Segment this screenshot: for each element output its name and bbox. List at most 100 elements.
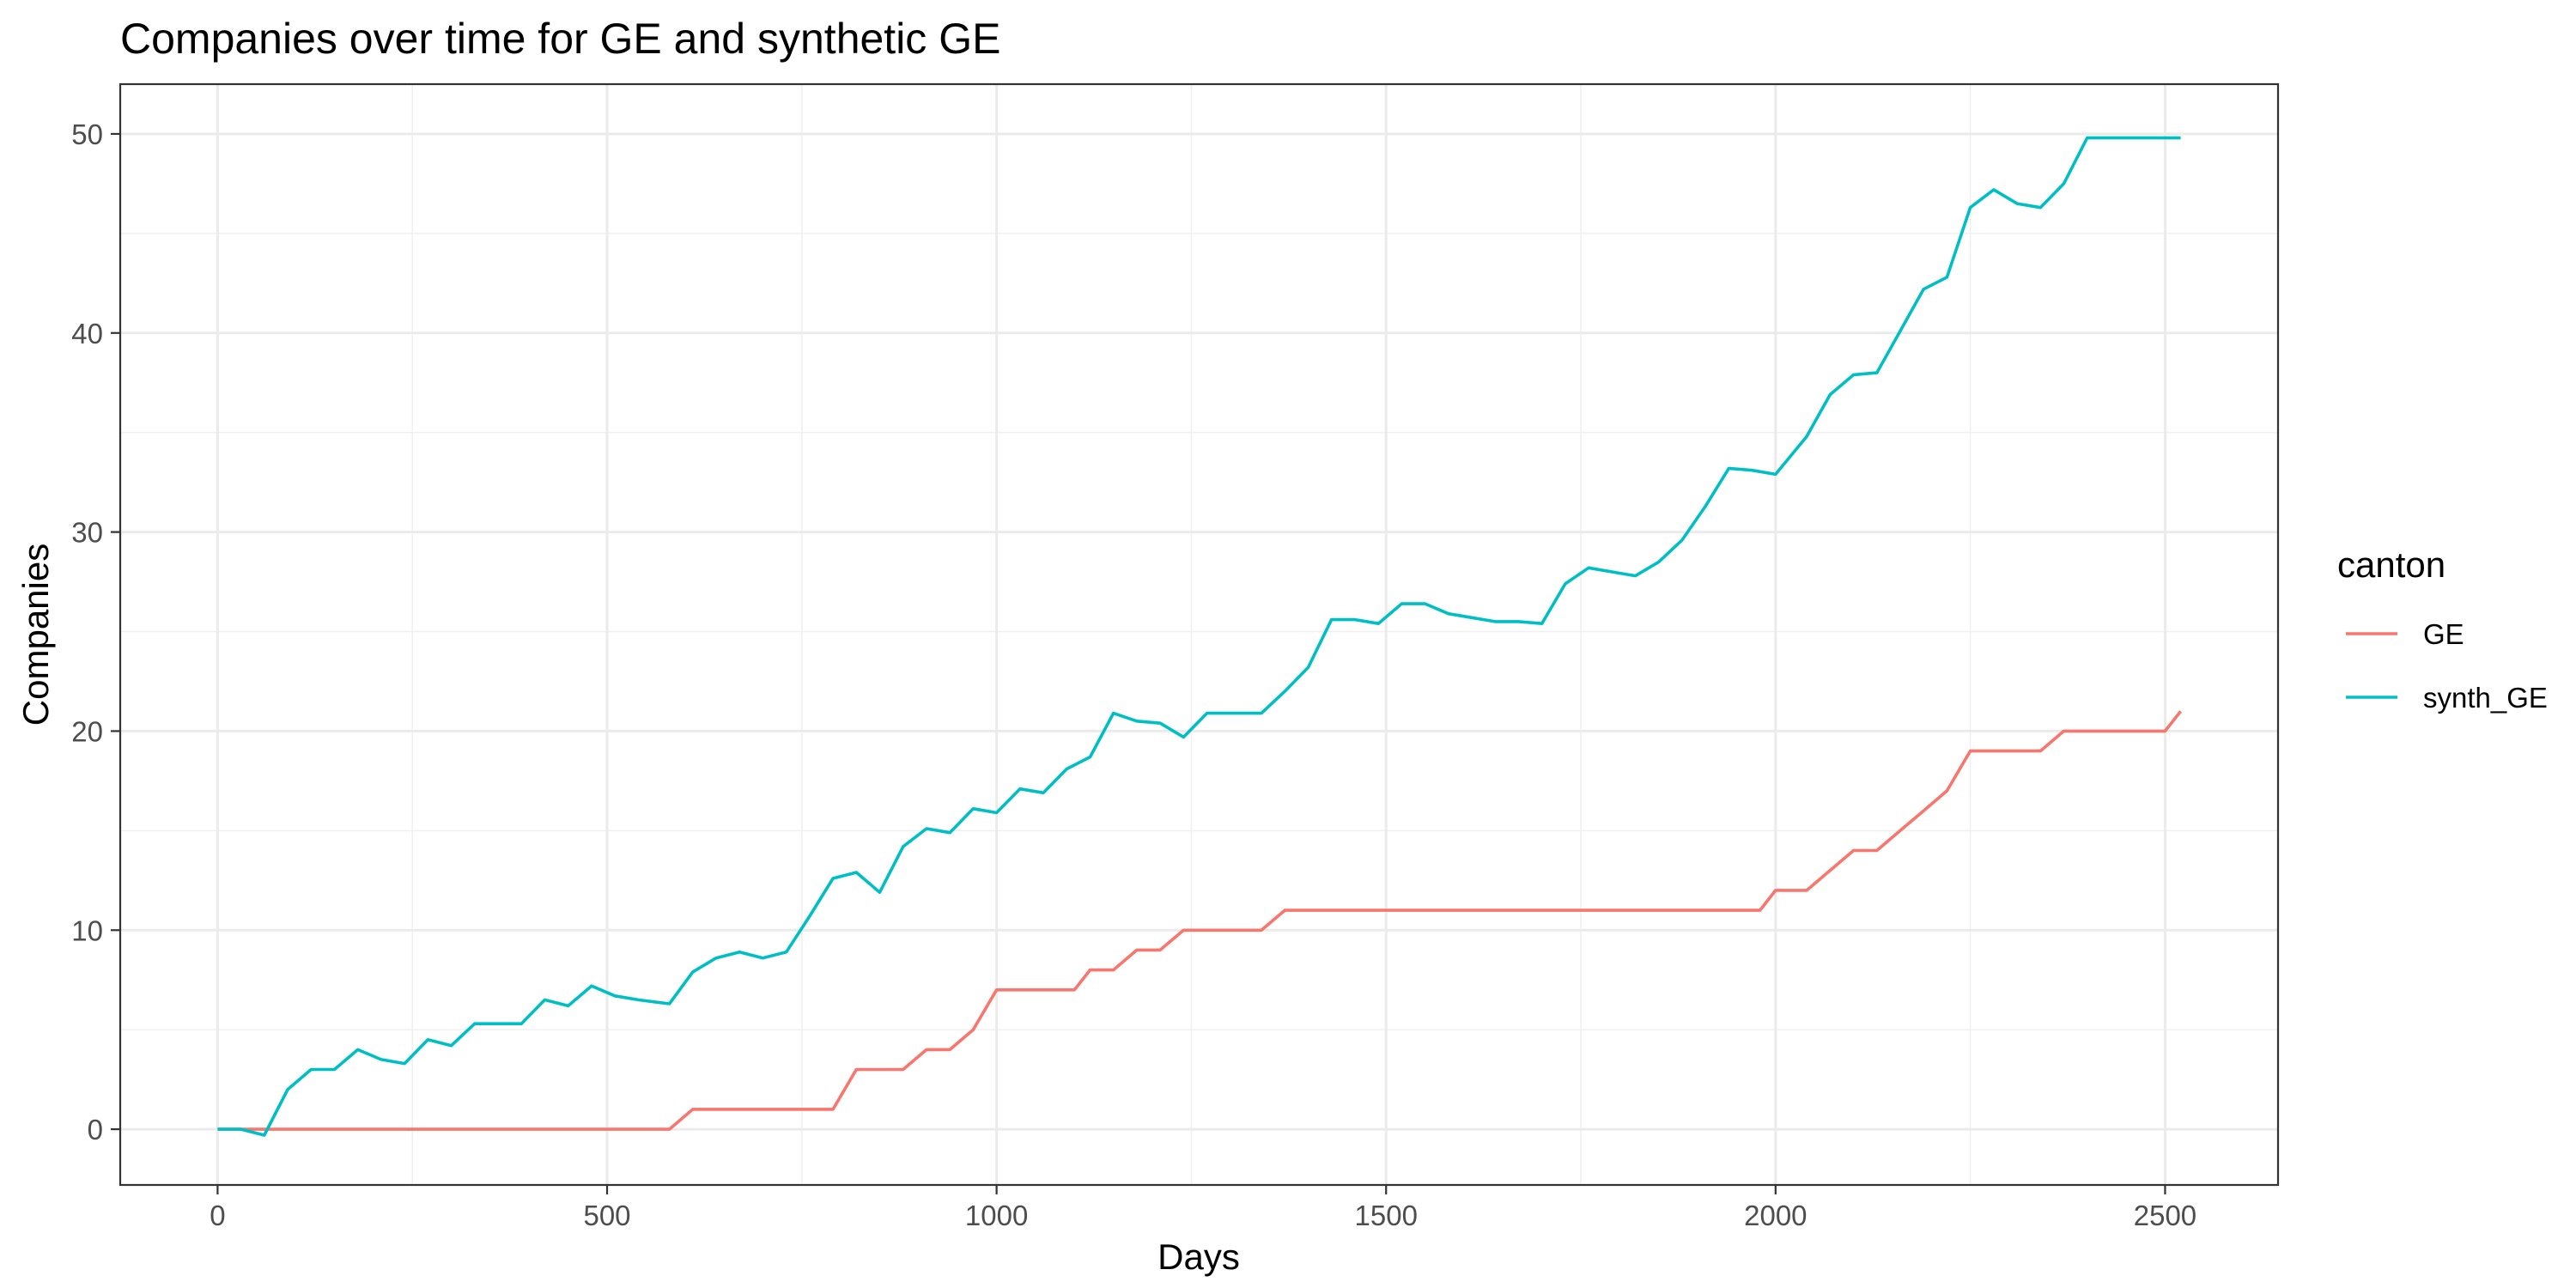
data-point-ge [1852, 849, 1855, 852]
data-point-ge [1946, 789, 1948, 792]
data-point-synth-ge [380, 1058, 382, 1060]
data-point-synth-ge [1611, 570, 1613, 573]
data-point-ge [691, 1108, 694, 1110]
data-point-ge [1923, 810, 1925, 812]
data-point-synth-ge [1751, 469, 1753, 471]
data-point-ge [1774, 889, 1777, 891]
data-point-synth-ge [1135, 720, 1138, 722]
legend-item: GE [2346, 618, 2464, 650]
data-point-synth-ge [2109, 137, 2111, 139]
x-tick-label: 2500 [2134, 1200, 2196, 1231]
data-point-ge [637, 1128, 640, 1131]
data-point-synth-ge [427, 1038, 429, 1041]
data-point-ge [1992, 750, 1995, 752]
minor-gridlines [120, 84, 2278, 1185]
data-point-ge [762, 1108, 764, 1110]
plot-panel [118, 82, 2280, 1187]
data-point-synth-ge [1728, 467, 1730, 470]
data-point-synth-ge [2164, 137, 2166, 139]
x-tick-label: 1500 [1355, 1200, 1418, 1231]
data-point-ge [1159, 949, 1162, 951]
data-point-ge [668, 1128, 671, 1131]
data-point-ge [1657, 909, 1660, 912]
data-point-ge [2133, 730, 2136, 732]
data-point-ge [1899, 829, 1901, 832]
data-point-synth-ge [902, 845, 904, 848]
data-point-synth-ge [1494, 620, 1497, 623]
data-point-synth-ge [1042, 792, 1045, 794]
data-point-synth-ge [404, 1062, 406, 1065]
data-point-ge [1829, 869, 1832, 872]
data-point-ge [1697, 909, 1699, 912]
data-point-synth-ge [2179, 137, 2182, 139]
data-point-synth-ge [1806, 435, 1808, 438]
legend-label: GE [2423, 618, 2464, 650]
data-point-synth-ge [1946, 276, 1948, 278]
data-point-synth-ge [1875, 372, 1878, 374]
data-point-ge [808, 1108, 811, 1110]
data-point-ge [1213, 929, 1216, 932]
data-point-synth-ge [356, 1048, 359, 1051]
data-point-synth-ge [2086, 137, 2088, 139]
data-point-ge [310, 1128, 313, 1131]
legend: canton GE synth_GE [2337, 544, 2548, 714]
data-point-ge [614, 1128, 617, 1131]
x-tick-label: 500 [583, 1200, 630, 1231]
y-axis: 0 10 20 30 40 50 [71, 118, 120, 1145]
y-tick-label: 20 [71, 715, 103, 747]
data-point-synth-ge [567, 1005, 569, 1007]
data-point-synth-ge [855, 872, 858, 874]
data-point-synth-ge [263, 1134, 265, 1137]
data-point-synth-ge [1182, 736, 1185, 738]
y-tick-label: 30 [71, 517, 103, 549]
data-point-ge [544, 1128, 546, 1131]
data-point-synth-ge [1471, 617, 1473, 619]
data-point-synth-ge [1377, 623, 1380, 625]
data-point-ge [1089, 969, 1091, 971]
data-point-synth-ge [1969, 206, 1971, 209]
data-point-ge [1284, 909, 1286, 912]
data-point-ge [2086, 730, 2088, 732]
data-point-synth-ge [473, 1023, 476, 1025]
data-point-synth-ge [925, 828, 927, 830]
data-point-synth-ge [762, 957, 764, 959]
data-point-synth-ge [1353, 618, 1356, 621]
data-point-synth-ge [1657, 561, 1660, 563]
data-point-ge [1759, 909, 1761, 912]
data-point-synth-ge [715, 957, 718, 959]
data-point-synth-ge [1564, 582, 1566, 585]
data-point-synth-ge [972, 807, 975, 810]
data-point-ge [356, 1128, 359, 1131]
data-point-synth-ge [614, 994, 617, 997]
data-point-ge [520, 1128, 523, 1131]
data-point-ge [1619, 909, 1621, 912]
data-point-ge [590, 1128, 592, 1131]
data-point-synth-ge [1899, 330, 1901, 332]
data-point-ge [1236, 929, 1239, 932]
data-point-synth-ge [1330, 618, 1333, 621]
data-point-ge [1112, 969, 1115, 971]
data-point-synth-ge [1400, 603, 1403, 605]
data-point-ge [1135, 949, 1138, 951]
data-point-synth-ge [1284, 690, 1286, 693]
data-point-ge [855, 1068, 858, 1071]
x-tick-label: 0 [210, 1200, 225, 1231]
legend-label: synth_GE [2423, 682, 2548, 714]
x-tick-label: 2000 [1744, 1200, 1807, 1231]
data-point-synth-ge [1307, 666, 1309, 669]
data-point-ge [1385, 909, 1388, 912]
data-point-ge [1735, 909, 1738, 912]
y-tick-label: 0 [88, 1114, 103, 1145]
data-point-synth-ge [808, 915, 811, 918]
y-tick-label: 10 [71, 914, 103, 946]
data-point-ge [380, 1128, 382, 1131]
data-point-ge [404, 1128, 406, 1131]
data-point-synth-ge [1540, 623, 1543, 625]
x-axis: 0 500 1000 1500 2000 2500 [210, 1185, 2196, 1231]
data-point-ge [497, 1128, 500, 1131]
data-point-ge [2039, 750, 2042, 752]
data-point-ge [785, 1108, 787, 1110]
data-point-synth-ge [450, 1044, 453, 1047]
data-point-synth-ge [1992, 188, 1995, 191]
